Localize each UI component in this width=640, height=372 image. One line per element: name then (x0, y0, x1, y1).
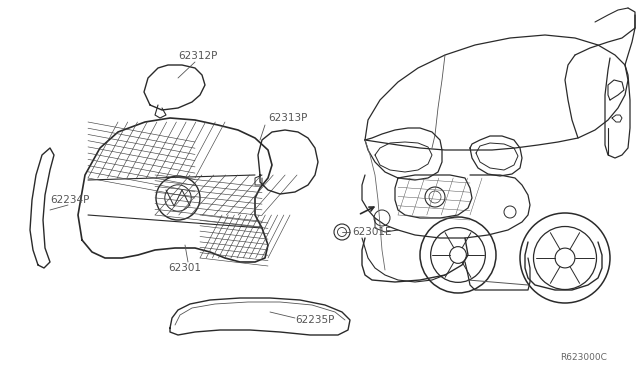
Text: 62301: 62301 (168, 263, 201, 273)
Text: 62312P: 62312P (178, 51, 218, 61)
Text: 62313P: 62313P (268, 113, 307, 123)
Text: R623000C: R623000C (560, 353, 607, 362)
Text: 62301E: 62301E (352, 227, 392, 237)
Text: 62235P: 62235P (295, 315, 334, 325)
Text: 62234P: 62234P (50, 195, 90, 205)
